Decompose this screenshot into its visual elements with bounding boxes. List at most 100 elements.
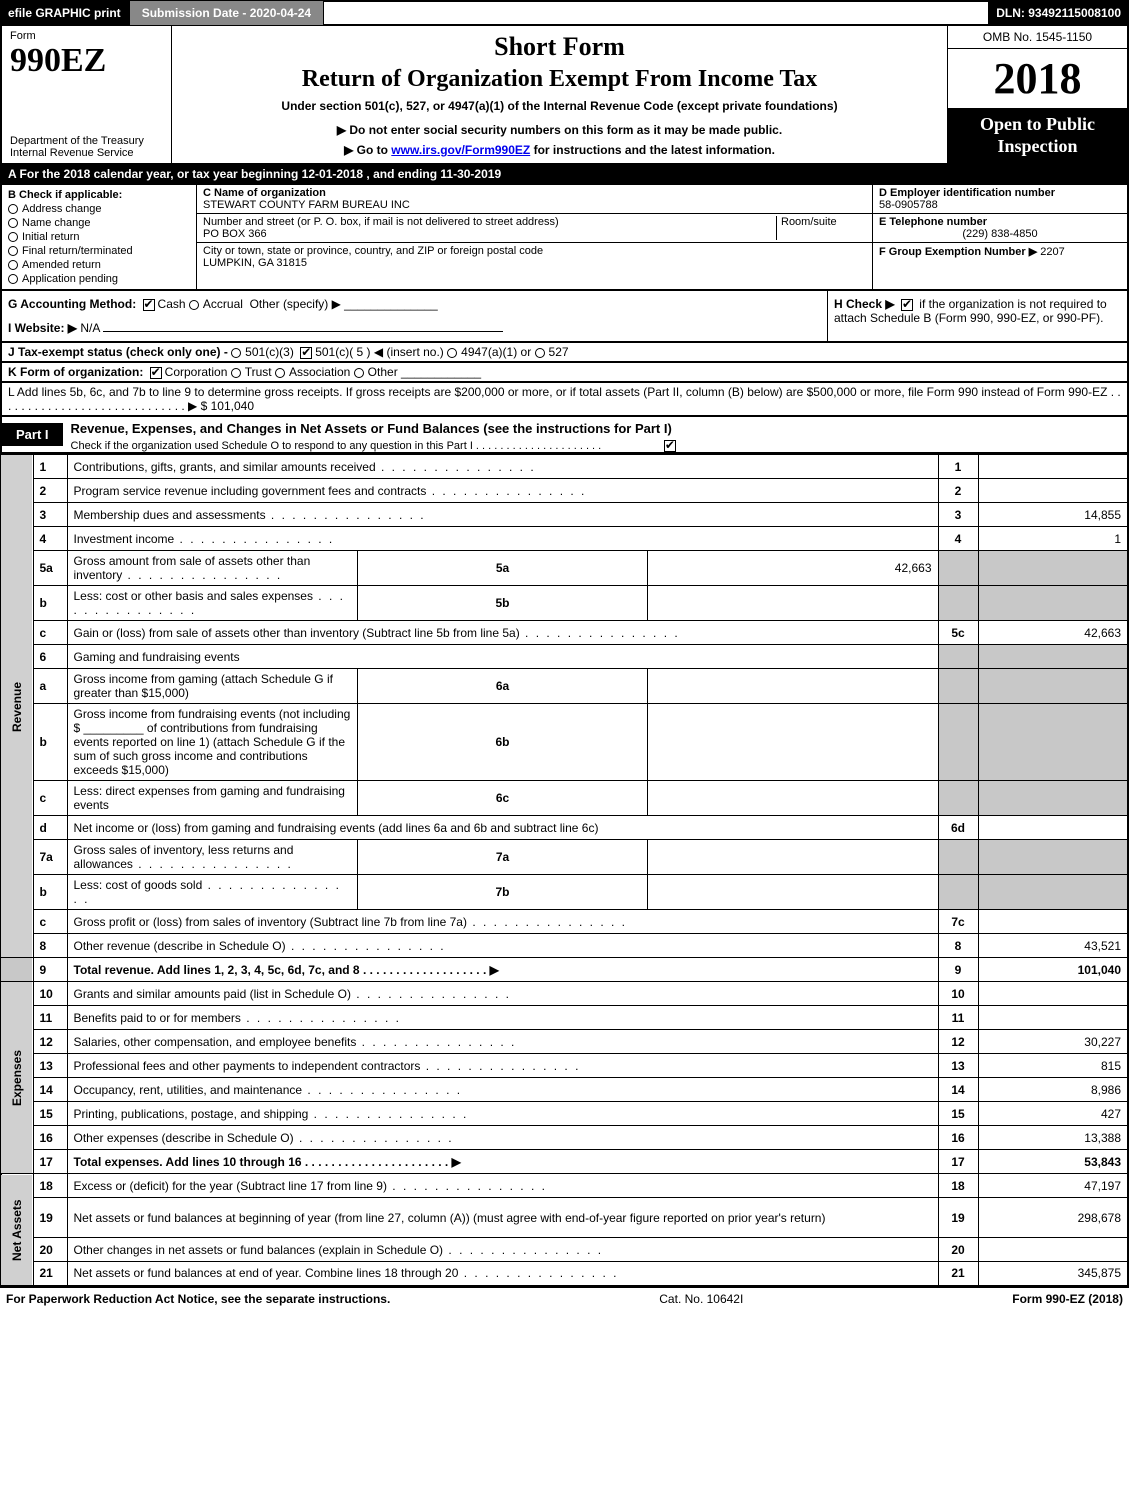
line-6-rval [978, 645, 1128, 669]
lbl-corporation: Corporation [165, 365, 228, 379]
line-6d-desc: Net income or (loss) from gaming and fun… [67, 816, 938, 840]
line-5b-rnum [938, 586, 978, 621]
b-header: B Check if applicable: [8, 189, 190, 201]
line-6d-num: d [33, 816, 67, 840]
chk-trust[interactable] [231, 368, 241, 378]
line-13-rval: 815 [978, 1054, 1128, 1078]
line-5b-desc: Less: cost or other basis and sales expe… [67, 586, 357, 621]
line-3-desc: Membership dues and assessments [67, 503, 938, 527]
lbl-name-change: Name change [22, 217, 91, 229]
part-i-tab: Part I [2, 423, 63, 446]
chk-schedule-b-not-required[interactable] [901, 299, 913, 311]
chk-initial-return[interactable]: Initial return [8, 231, 190, 243]
line-12-rnum: 12 [938, 1030, 978, 1054]
chk-501c3[interactable] [231, 348, 241, 358]
chk-501c[interactable] [300, 347, 312, 359]
ssn-warning: ▶ Do not enter social security numbers o… [182, 123, 937, 137]
chk-cash[interactable] [143, 299, 155, 311]
line-15-rval: 427 [978, 1102, 1128, 1126]
row-20: 20 Other changes in net assets or fund b… [1, 1238, 1128, 1262]
section-revenue: Revenue [1, 455, 33, 958]
line-1-desc: Contributions, gifts, grants, and simila… [67, 455, 938, 479]
chk-527[interactable] [535, 348, 545, 358]
goto-pre: ▶ Go to [344, 143, 391, 157]
line-18-rval: 47,197 [978, 1174, 1128, 1198]
line-5b-num: b [33, 586, 67, 621]
line-5a-rnum [938, 551, 978, 586]
chk-amended-return[interactable]: Amended return [8, 259, 190, 271]
line-1-num: 1 [33, 455, 67, 479]
row-5c: c Gain or (loss) from sale of assets oth… [1, 621, 1128, 645]
j-label: J Tax-exempt status (check only one) - [8, 345, 231, 359]
chk-4947[interactable] [447, 348, 457, 358]
line-11-num: 11 [33, 1006, 67, 1030]
line-7a-rnum [938, 840, 978, 875]
line-18-rnum: 18 [938, 1174, 978, 1198]
chk-accrual[interactable] [189, 300, 199, 310]
line-1-rval [978, 455, 1128, 479]
lbl-amended-return: Amended return [22, 259, 101, 271]
line-6c-num: c [33, 781, 67, 816]
line-21-desc: Net assets or fund balances at end of ye… [67, 1262, 938, 1286]
line-20-num: 20 [33, 1238, 67, 1262]
line-5b-rval [978, 586, 1128, 621]
line-6d-rval [978, 816, 1128, 840]
part-i-table: Revenue 1 Contributions, gifts, grants, … [0, 454, 1129, 1287]
chk-final-return[interactable]: Final return/terminated [8, 245, 190, 257]
irs-link[interactable]: www.irs.gov/Form990EZ [391, 143, 530, 157]
page-footer: For Paperwork Reduction Act Notice, see … [0, 1287, 1129, 1310]
part-i-subtitle: Check if the organization used Schedule … [63, 440, 680, 452]
line-17-rnum: 17 [938, 1150, 978, 1174]
efile-print[interactable]: efile GRAPHIC print [0, 0, 129, 26]
chk-other-org[interactable] [354, 368, 364, 378]
section-net-assets: Net Assets [1, 1174, 33, 1286]
line-19-rval: 298,678 [978, 1198, 1128, 1238]
short-form-title: Short Form [182, 32, 937, 62]
line-2-rnum: 2 [938, 479, 978, 503]
chk-schedule-o-used[interactable] [664, 440, 676, 452]
line-7a-mn: 7a [357, 840, 647, 875]
lbl-initial-return: Initial return [22, 231, 79, 243]
line-6-desc: Gaming and fundraising events [67, 645, 938, 669]
ein-label: D Employer identification number [879, 187, 1055, 199]
row-7a: 7a Gross sales of inventory, less return… [1, 840, 1128, 875]
ein-cell: D Employer identification number 58-0905… [873, 185, 1127, 214]
goto-post: for instructions and the latest informat… [530, 143, 775, 157]
l-value: 101,040 [211, 399, 254, 413]
chk-name-change[interactable]: Name change [8, 217, 190, 229]
line-7c-rnum: 7c [938, 910, 978, 934]
line-5b-mv [648, 586, 938, 621]
line-7a-num: 7a [33, 840, 67, 875]
chk-address-change[interactable]: Address change [8, 203, 190, 215]
line-14-num: 14 [33, 1078, 67, 1102]
website-label: I Website: ▶ [8, 321, 77, 335]
line-19-desc: Net assets or fund balances at beginning… [67, 1198, 938, 1238]
room-label: Room/suite [781, 216, 837, 228]
line-15-num: 15 [33, 1102, 67, 1126]
row-8: 8 Other revenue (describe in Schedule O)… [1, 934, 1128, 958]
city-value: LUMPKIN, GA 31815 [203, 257, 307, 269]
row-5a: 5a Gross amount from sale of assets othe… [1, 551, 1128, 586]
org-name-label: C Name of organization [203, 187, 326, 199]
chk-application-pending[interactable]: Application pending [8, 273, 190, 285]
header-left: Form 990EZ Department of the Treasury In… [2, 26, 172, 163]
line-10-rnum: 10 [938, 982, 978, 1006]
j-tax-exempt-status: J Tax-exempt status (check only one) - 5… [0, 343, 1129, 363]
lbl-trust: Trust [245, 365, 272, 379]
line-18-num: 18 [33, 1174, 67, 1198]
h-label: H Check ▶ [834, 297, 895, 311]
group-exemption-label: F Group Exemption Number ▶ [879, 246, 1037, 258]
line-5c-desc: Gain or (loss) from sale of assets other… [67, 621, 938, 645]
line-5c-rnum: 5c [938, 621, 978, 645]
row-12: 12 Salaries, other compensation, and emp… [1, 1030, 1128, 1054]
row-6: 6 Gaming and fundraising events [1, 645, 1128, 669]
top-bar: efile GRAPHIC print Submission Date - 20… [0, 0, 1129, 26]
row-6a: a Gross income from gaming (attach Sched… [1, 669, 1128, 704]
line-6-rnum [938, 645, 978, 669]
addr-value: PO BOX 366 [203, 228, 267, 240]
chk-corporation[interactable] [150, 367, 162, 379]
top-spacer [324, 0, 988, 26]
chk-association[interactable] [275, 368, 285, 378]
lbl-accrual: Accrual [203, 297, 243, 311]
lbl-other-org: Other [368, 365, 398, 379]
